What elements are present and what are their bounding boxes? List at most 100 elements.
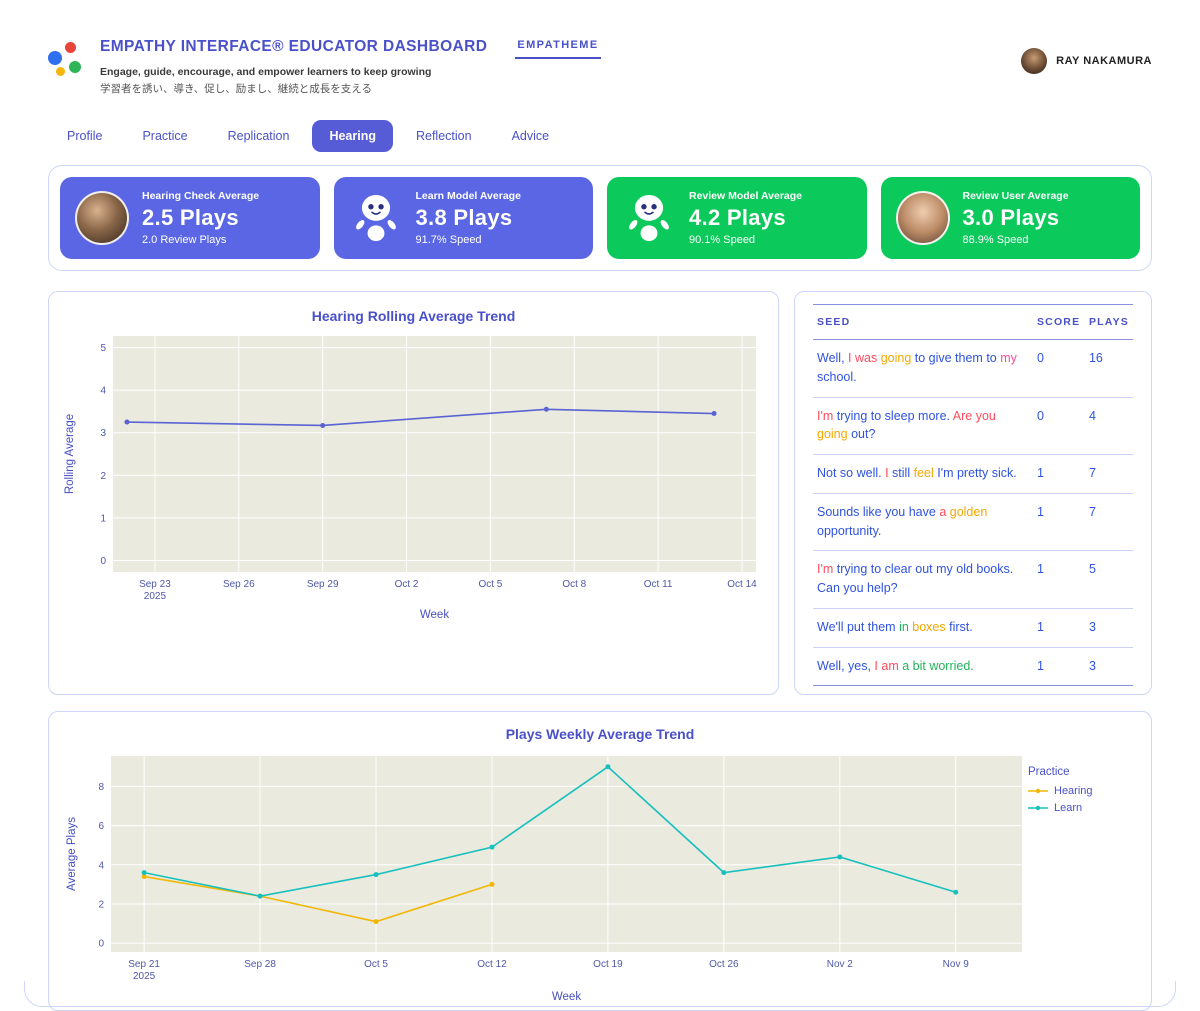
svg-text:Sep 21: Sep 21 <box>128 959 160 970</box>
rolling-average-card: Hearing Rolling Average Trend Sep 23 2025… <box>48 291 779 696</box>
svg-text:Nov 9: Nov 9 <box>943 959 970 970</box>
plays-value: 7 <box>1084 454 1133 494</box>
tab-hearing[interactable]: Hearing <box>312 120 393 152</box>
seed-word: I'm <box>817 408 837 423</box>
score-value: 1 <box>1032 647 1085 687</box>
seed-word: going <box>817 427 852 442</box>
seed-text: Well, I was going to give them to my sch… <box>813 339 1033 398</box>
tab-empatheme[interactable]: EMPATHEME <box>515 38 601 59</box>
svg-text:Oct 11: Oct 11 <box>644 579 673 590</box>
seed-text: Well, yes, I am a bit worried. <box>813 647 1033 687</box>
stat-card-label: Hearing Check Average <box>142 190 260 202</box>
plays-value: 5 <box>1084 550 1133 609</box>
svg-text:Oct 26: Oct 26 <box>709 959 739 970</box>
stat-card-hearing-check-average: Hearing Check Average 2.5 Plays 2.0 Review… <box>60 177 320 259</box>
page-title: EMPATHY INTERFACE® EDUCATOR DASHBOARD <box>100 38 488 55</box>
stat-card-text: Hearing Check Average 2.5 Plays 2.0 Review… <box>142 190 259 246</box>
seed-word: first. <box>949 619 973 634</box>
robot-icon <box>622 191 676 245</box>
svg-text:1: 1 <box>100 513 106 524</box>
subtitle-en: Engage, guide, encourage, and empower le… <box>100 66 432 78</box>
score-value: 1 <box>1032 608 1085 648</box>
table-row: Sounds like you have a golden opportunit… <box>813 493 1133 552</box>
svg-text:5: 5 <box>100 343 106 354</box>
seed-word: Are you <box>952 408 996 423</box>
plays-value: 4 <box>1084 397 1133 455</box>
stat-card-label: Learn Model Average <box>415 190 521 202</box>
svg-text:6: 6 <box>98 821 104 832</box>
seed-word: trying to sleep more. <box>836 408 953 423</box>
legend-title: Practice <box>1028 766 1070 779</box>
rolling-average-chart-title: Hearing Rolling Average Trend <box>311 308 516 324</box>
seed-text: I'm trying to sleep more. Are you going … <box>813 397 1033 455</box>
seed-word: Well, yes, <box>817 658 875 673</box>
plays-value: 3 <box>1084 608 1133 648</box>
table-row: We'll put them in boxes first. 1 3 <box>813 608 1133 648</box>
stat-card-value: 3.8 Plays <box>415 205 513 230</box>
user-name: RAY NAKAMURA <box>1056 55 1152 67</box>
stat-card-text: Review User Average 3.0 Plays 88.9% Speed <box>963 190 1069 246</box>
stat-card-review-model-average: Review Model Average 4.2 Plays 90.1% Speed <box>607 177 867 259</box>
stat-card-value: 2.5 Plays <box>142 205 239 230</box>
weekly-trend-chart-title: Plays Weekly Average Trend <box>505 726 695 743</box>
svg-text:Oct 12: Oct 12 <box>477 959 507 970</box>
weekly-trend-card: Plays Weekly Average Trend Sep 21 2025 Sep… <box>48 711 1152 1011</box>
table-row: Well, I was going to give them to my sch… <box>813 339 1133 398</box>
seed-word: We'll put them <box>817 619 900 634</box>
seed-word: in <box>899 619 913 634</box>
seed-word: opportunity. <box>817 523 882 538</box>
nav-tabs: Profile Practice Replication Hearing Reflect… <box>48 120 1152 152</box>
seed-word: my <box>1000 351 1017 365</box>
middle-row: Hearing Rolling Average Trend Sep 23 2025… <box>48 291 1152 696</box>
score-value: 1 <box>1032 493 1085 552</box>
stat-card-sub: 91.7% Speed <box>415 234 482 246</box>
tab-practice[interactable]: Practice <box>125 120 204 152</box>
tab-advice[interactable]: Advice <box>495 120 567 152</box>
logo-dot-red <box>65 42 76 53</box>
svg-text:Oct 5: Oct 5 <box>478 579 502 590</box>
seed-table-card: SEED SCORE PLAYS Well, I was going to give… <box>794 291 1152 696</box>
svg-text:Week: Week <box>552 991 581 1003</box>
svg-text:0: 0 <box>98 939 104 950</box>
legend-label: Hearing <box>1054 785 1093 798</box>
tab-replication[interactable]: Replication <box>211 120 307 152</box>
column-header-seed: SEED <box>813 304 1033 340</box>
svg-text:Sep 29: Sep 29 <box>307 579 339 590</box>
seed-word: school. <box>817 369 857 384</box>
svg-text:4: 4 <box>98 861 104 872</box>
svg-text:Oct 5: Oct 5 <box>364 959 388 970</box>
score-value: 0 <box>1032 339 1085 398</box>
svg-text:Oct 14: Oct 14 <box>727 579 757 590</box>
header: EMPATHY INTERFACE® EDUCATOR DASHBOARD EM… <box>48 0 1152 96</box>
seed-table-header-row: SEED SCORE PLAYS <box>813 304 1133 340</box>
svg-text:Sep 26: Sep 26 <box>223 579 255 590</box>
stat-card-value: 3.0 Plays <box>962 205 1060 230</box>
seed-text: We'll put them in boxes first. <box>813 608 1033 648</box>
column-header-score: SCORE <box>1032 304 1085 340</box>
svg-text:0: 0 <box>100 556 106 567</box>
seed-word: still <box>892 466 914 480</box>
seed-word: boxes <box>912 619 950 634</box>
table-row: I'm trying to sleep more. Are you going … <box>813 397 1133 455</box>
user-menu[interactable]: RAY NAKAMURA <box>1021 48 1152 74</box>
logo-dot-yellow <box>56 67 65 76</box>
seed-word: out? <box>851 427 876 442</box>
table-row: Not so well. I still feel I'm pretty sic… <box>813 454 1133 494</box>
tab-profile[interactable]: Profile <box>50 120 119 152</box>
stat-card-sub: 90.1% Speed <box>689 234 756 246</box>
robot-icon <box>349 191 403 245</box>
legend-item-hearing[interactable]: Hearing <box>1028 785 1136 797</box>
seed-word: trying to clear out my old books. <box>836 562 1014 577</box>
seed-word: I am <box>874 658 903 673</box>
seed-word: I <box>885 466 893 480</box>
svg-text:Week: Week <box>420 609 449 621</box>
app-logo-icon <box>48 42 86 80</box>
seed-text: I'm trying to clear out my old books. Ca… <box>813 550 1033 609</box>
tab-reflection[interactable]: Reflection <box>399 120 489 152</box>
user-avatar[interactable] <box>1021 48 1048 74</box>
legend-item-learn[interactable]: Learn <box>1028 802 1136 814</box>
avatar <box>895 191 950 245</box>
